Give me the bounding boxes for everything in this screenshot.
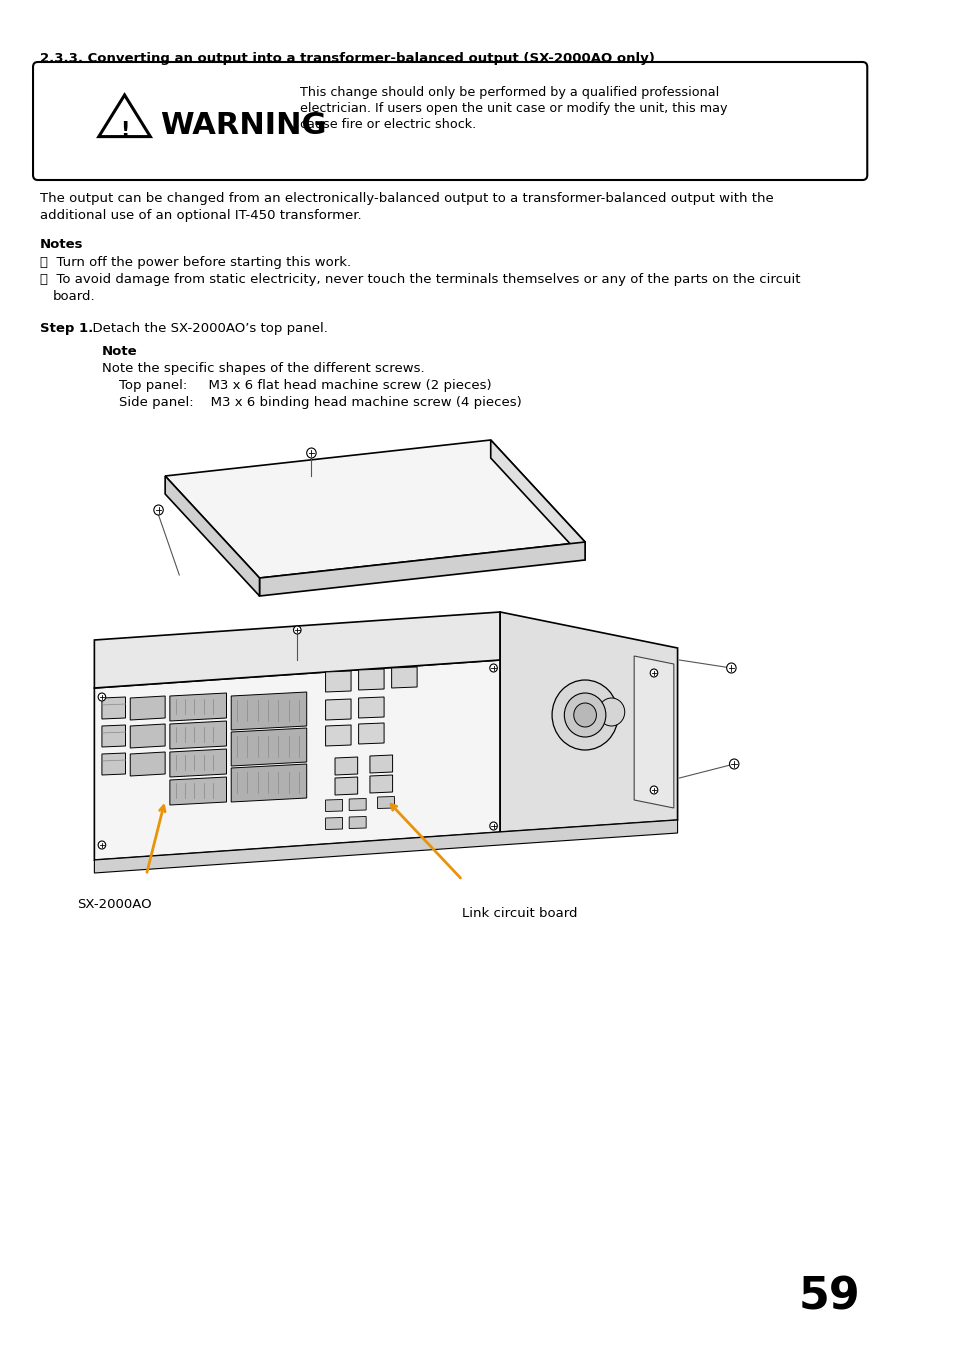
Polygon shape (499, 612, 677, 832)
Polygon shape (231, 764, 306, 802)
Polygon shape (325, 818, 342, 829)
Polygon shape (102, 725, 126, 747)
Polygon shape (325, 725, 351, 747)
Polygon shape (392, 667, 416, 688)
Circle shape (726, 663, 736, 674)
Circle shape (598, 698, 624, 726)
Text: board.: board. (52, 290, 95, 302)
Polygon shape (358, 724, 384, 744)
Polygon shape (131, 697, 165, 720)
Circle shape (489, 822, 497, 830)
Polygon shape (490, 440, 584, 560)
Circle shape (98, 693, 106, 701)
Polygon shape (325, 699, 351, 720)
Polygon shape (349, 798, 366, 810)
Polygon shape (325, 799, 342, 811)
Polygon shape (170, 693, 226, 721)
Polygon shape (370, 755, 393, 774)
Circle shape (650, 786, 657, 794)
Text: The output can be changed from an electronically-balanced output to a transforme: The output can be changed from an electr… (40, 192, 773, 205)
Circle shape (306, 448, 315, 458)
Text: 59: 59 (798, 1274, 860, 1318)
Text: additional use of an optional IT-450 transformer.: additional use of an optional IT-450 tra… (40, 209, 361, 221)
Polygon shape (170, 778, 226, 805)
Circle shape (564, 693, 605, 737)
Text: Note the specific shapes of the different screws.: Note the specific shapes of the differen… (102, 362, 424, 375)
Polygon shape (377, 796, 394, 809)
Polygon shape (335, 778, 357, 795)
Text: ・  Turn off the power before starting this work.: ・ Turn off the power before starting thi… (40, 256, 351, 269)
Text: Top panel:     M3 x 6 flat head machine screw (2 pieces): Top panel: M3 x 6 flat head machine scre… (119, 379, 491, 391)
Polygon shape (325, 671, 351, 693)
Polygon shape (259, 541, 584, 595)
Polygon shape (102, 753, 126, 775)
Polygon shape (335, 757, 357, 775)
Polygon shape (102, 697, 126, 720)
Text: Step 1.: Step 1. (40, 323, 92, 335)
Polygon shape (131, 724, 165, 748)
Polygon shape (170, 749, 226, 778)
Text: Side panel:    M3 x 6 binding head machine screw (4 pieces): Side panel: M3 x 6 binding head machine … (119, 396, 521, 409)
Text: Note: Note (102, 346, 137, 358)
Circle shape (153, 505, 163, 514)
Polygon shape (94, 819, 677, 873)
Polygon shape (94, 660, 499, 860)
Polygon shape (358, 697, 384, 718)
Circle shape (98, 841, 106, 849)
Circle shape (489, 664, 497, 672)
Polygon shape (358, 670, 384, 690)
Polygon shape (94, 612, 499, 688)
Polygon shape (231, 693, 306, 730)
Text: electrician. If users open the unit case or modify the unit, this may: electrician. If users open the unit case… (300, 103, 727, 115)
FancyBboxPatch shape (33, 62, 866, 180)
Polygon shape (131, 752, 165, 776)
Text: Top panel: Top panel (358, 510, 422, 522)
Polygon shape (165, 477, 259, 595)
Circle shape (573, 703, 596, 728)
Text: cause fire or electric shock.: cause fire or electric shock. (300, 117, 476, 131)
Text: Detach the SX-2000AO’s top panel.: Detach the SX-2000AO’s top panel. (84, 323, 328, 335)
Text: !: ! (120, 122, 129, 140)
Circle shape (294, 626, 301, 634)
Polygon shape (170, 721, 226, 749)
Circle shape (552, 680, 618, 751)
Text: 2.3.3. Converting an output into a transformer-balanced output (SX-2000AO only): 2.3.3. Converting an output into a trans… (40, 53, 654, 65)
Circle shape (650, 670, 657, 676)
Text: This change should only be performed by a qualified professional: This change should only be performed by … (300, 86, 719, 99)
Circle shape (729, 759, 739, 769)
Text: Link circuit board: Link circuit board (462, 907, 578, 919)
Polygon shape (349, 817, 366, 829)
Polygon shape (99, 95, 151, 136)
Polygon shape (165, 440, 584, 578)
Polygon shape (634, 656, 673, 809)
Text: WARNING: WARNING (160, 111, 327, 139)
Text: SX-2000AO: SX-2000AO (77, 898, 152, 911)
Polygon shape (231, 728, 306, 765)
Text: Notes: Notes (40, 238, 83, 251)
Polygon shape (370, 775, 393, 792)
Text: ・  To avoid damage from static electricity, never touch the terminals themselves: ・ To avoid damage from static electricit… (40, 273, 800, 286)
